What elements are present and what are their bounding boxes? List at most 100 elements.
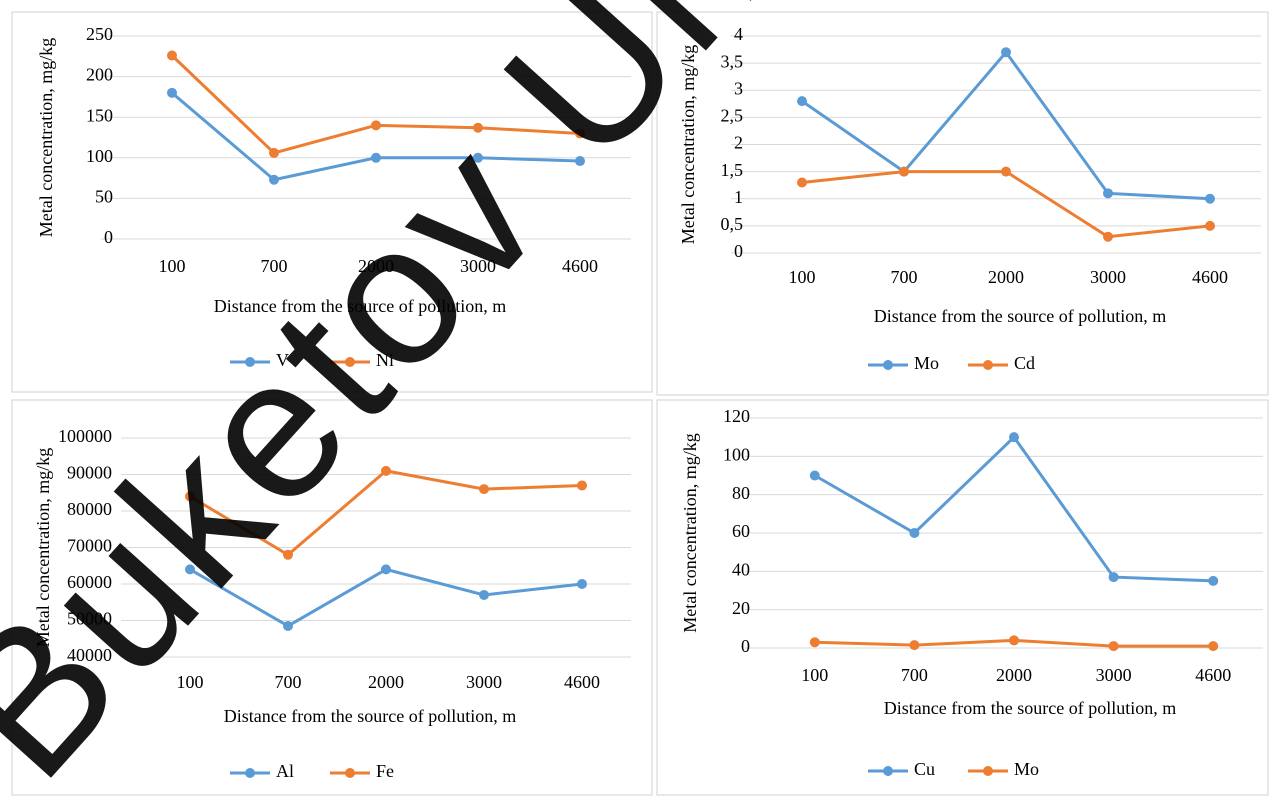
legend-marker — [883, 360, 893, 370]
y-tick-label: 50000 — [67, 609, 112, 629]
data-point — [809, 470, 820, 481]
legend-marker — [245, 768, 255, 778]
y-tick-label: 2,5 — [721, 106, 744, 126]
legend-label: Mo — [1014, 759, 1039, 779]
legend-label: Al — [276, 761, 294, 781]
data-point — [1205, 220, 1215, 231]
x-tick-label: 2000 — [988, 267, 1024, 287]
data-point — [283, 620, 293, 631]
data-point — [575, 156, 585, 167]
data-point — [167, 50, 177, 61]
x-tick-label: 2000 — [996, 665, 1032, 685]
x-axis-title: Distance from the source of pollution, m — [214, 296, 506, 316]
panel-frame — [656, 399, 1269, 796]
data-point — [1103, 188, 1113, 199]
data-point — [1208, 641, 1219, 652]
x-tick-label: 4600 — [1192, 267, 1228, 287]
x-axis-title: Distance from the source of pollution, m — [874, 306, 1166, 326]
x-tick-label: 700 — [901, 665, 928, 685]
y-tick-label: 100000 — [58, 426, 112, 446]
y-tick-label: 2 — [734, 133, 743, 153]
y-tick-label: 100 — [723, 444, 750, 464]
data-point — [381, 465, 391, 476]
x-tick-label: 3000 — [466, 672, 502, 692]
legend-marker — [245, 357, 255, 367]
data-point — [899, 166, 909, 177]
legend-label: Ni — [376, 350, 394, 370]
legend-marker — [883, 766, 893, 776]
legend-label: Fe — [376, 761, 394, 781]
data-point — [909, 640, 920, 651]
data-point — [473, 152, 483, 163]
y-tick-label: 100 — [86, 146, 113, 166]
y-tick-label: 0,5 — [721, 214, 744, 234]
data-point — [479, 484, 489, 495]
y-tick-label: 70000 — [67, 536, 112, 556]
y-tick-label: 20 — [732, 598, 750, 618]
data-point — [797, 177, 807, 188]
y-tick-label: 1,5 — [721, 160, 744, 180]
data-point — [1108, 641, 1119, 652]
legend-marker — [983, 766, 993, 776]
y-tick-label: 150 — [86, 105, 113, 125]
data-point — [1205, 193, 1215, 204]
data-point — [1108, 572, 1119, 583]
x-tick-label: 2000 — [368, 672, 404, 692]
x-tick-label: 100 — [177, 672, 204, 692]
legend-marker — [983, 360, 993, 370]
legend-label: V — [276, 350, 289, 370]
data-point — [1208, 575, 1219, 586]
x-tick-label: 4600 — [1195, 665, 1231, 685]
data-point — [575, 128, 585, 139]
x-tick-label: 3000 — [1090, 267, 1126, 287]
legend-label: Cd — [1014, 353, 1035, 373]
y-tick-label: 80 — [732, 483, 750, 503]
data-point — [1009, 635, 1019, 646]
y-tick-label: 3 — [734, 78, 743, 98]
y-axis-title: Metal concentration, mg/kg — [680, 433, 700, 632]
data-point — [371, 120, 381, 131]
y-tick-label: 1 — [734, 187, 743, 207]
data-point — [1001, 47, 1011, 58]
data-point — [479, 589, 489, 600]
x-tick-label: 4600 — [562, 256, 598, 276]
y-tick-label: 80000 — [67, 499, 112, 519]
data-point — [909, 528, 920, 538]
data-point — [371, 152, 381, 163]
y-axis-title: Metal concentration, mg/kg — [36, 38, 56, 237]
legend-label: Mo — [914, 353, 939, 373]
y-tick-label: 120 — [723, 406, 750, 426]
y-tick-label: 0 — [104, 227, 113, 247]
x-tick-label: 2000 — [358, 256, 394, 276]
legend-marker — [345, 768, 355, 778]
data-point — [269, 147, 279, 158]
data-point — [577, 579, 587, 589]
y-tick-label: 0 — [734, 241, 743, 261]
x-tick-label: 100 — [159, 256, 186, 276]
x-tick-label: 3000 — [1096, 665, 1132, 685]
data-point — [1001, 166, 1011, 177]
data-point — [283, 549, 293, 560]
y-tick-label: 40 — [732, 559, 750, 579]
y-tick-label: 90000 — [67, 463, 112, 483]
y-axis-title: Metal concentration, mg/kg — [678, 45, 698, 244]
legend-marker — [345, 357, 355, 367]
data-point — [797, 96, 807, 107]
x-axis-title: Distance from the source of pollution, m — [884, 698, 1176, 718]
x-tick-label: 100 — [801, 665, 828, 685]
y-tick-label: 60000 — [67, 572, 112, 592]
data-point — [381, 564, 391, 575]
y-tick-label: 60 — [732, 521, 750, 541]
data-point — [269, 174, 279, 185]
data-point — [473, 122, 483, 133]
x-tick-label: 100 — [789, 267, 816, 287]
data-point — [1103, 231, 1113, 242]
y-tick-label: 250 — [86, 24, 113, 44]
data-point — [185, 491, 195, 502]
data-point — [185, 564, 195, 575]
x-tick-label: 700 — [261, 256, 288, 276]
data-point — [809, 637, 820, 648]
x-tick-label: 700 — [891, 267, 918, 287]
y-tick-label: 4 — [734, 24, 743, 44]
